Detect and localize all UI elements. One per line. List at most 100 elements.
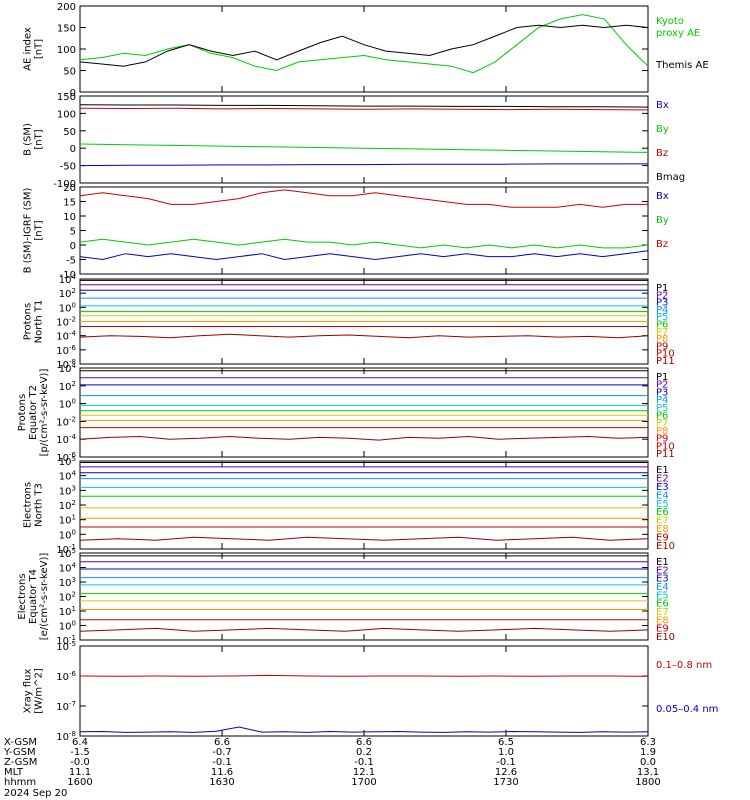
y-axis-label: [nT] bbox=[34, 39, 45, 59]
series-line bbox=[79, 104, 649, 108]
y-tick-label: 102 bbox=[59, 380, 76, 393]
legend-entry: P5 bbox=[656, 312, 668, 323]
y-tick-label: 101 bbox=[59, 605, 76, 618]
legend-entry: E1 bbox=[656, 557, 669, 568]
legend-entry: E6 bbox=[656, 599, 669, 610]
y-tick-label: 100 bbox=[59, 620, 76, 633]
legend-entry: E4 bbox=[656, 582, 669, 593]
series-line bbox=[79, 189, 648, 208]
legend-entry: P3 bbox=[656, 387, 668, 398]
x-row-value: -0.0 bbox=[70, 757, 90, 768]
legend-entry: E7 bbox=[656, 607, 669, 618]
y-tick-label: 10-5 bbox=[56, 640, 76, 653]
x-row-value: 1.0 bbox=[498, 747, 514, 758]
legend-entry: E3 bbox=[656, 574, 669, 585]
y-tick-label: 150 bbox=[57, 24, 76, 35]
x-row-value: 12.6 bbox=[495, 767, 517, 778]
x-row-value: 1700 bbox=[351, 777, 376, 788]
y-tick-label: 10-4 bbox=[56, 330, 76, 343]
legend-entry: P5 bbox=[656, 403, 668, 414]
y-axis-label: Protons bbox=[23, 303, 34, 340]
y-tick-label: 10-2 bbox=[56, 316, 76, 329]
series-line bbox=[79, 107, 649, 111]
x-row-value: 1730 bbox=[493, 777, 518, 788]
y-axis-label: Electrons bbox=[17, 573, 28, 619]
x-row-label: Z-GSM bbox=[4, 757, 37, 768]
x-axis-table: 2024 Sep 20 X-GSM 6.4 6.6 6.6 6.5 6.3 Y-GSM -1.… bbox=[3, 737, 661, 799]
legend-entry: P1 bbox=[656, 372, 668, 383]
x-row-value: 12.1 bbox=[353, 767, 375, 778]
y-tick-label: 101 bbox=[59, 514, 76, 527]
legend-entry: E10 bbox=[656, 632, 675, 643]
y-axis-label: [W/m^2] bbox=[34, 668, 45, 714]
series-line bbox=[79, 674, 649, 677]
legend-entry: P2 bbox=[656, 380, 668, 391]
y-tick-label: 10-8 bbox=[56, 730, 76, 743]
x-row-value: 6.6 bbox=[356, 737, 372, 748]
series-line bbox=[79, 435, 649, 441]
series-line bbox=[79, 536, 649, 541]
x-row-value: 11.1 bbox=[69, 767, 91, 778]
legend-entry: E3 bbox=[656, 482, 669, 493]
x-row-value: 1.9 bbox=[640, 747, 656, 758]
y-tick-label: 100 bbox=[59, 528, 76, 541]
x-row-value: 1600 bbox=[67, 777, 92, 788]
legend-entry: P4 bbox=[656, 305, 668, 316]
legend-entry: 0.1–0.8 nm bbox=[656, 660, 712, 671]
y-axis-label: AE index bbox=[23, 27, 34, 71]
x-row-label: hhmm bbox=[4, 777, 36, 788]
legend-entry: Bmag bbox=[656, 172, 685, 183]
panel-frame bbox=[79, 460, 649, 550]
x-row-value: 0.0 bbox=[640, 757, 656, 768]
x-row-value: 1630 bbox=[209, 777, 234, 788]
y-tick-label: 50 bbox=[63, 127, 76, 138]
legend-entry: E8 bbox=[656, 524, 669, 535]
legend-entry: E2 bbox=[656, 565, 669, 576]
series-line bbox=[79, 238, 649, 249]
legend-entry: E4 bbox=[656, 490, 669, 501]
legend-entry: Themis AE bbox=[655, 60, 709, 71]
y-tick-label: 10-8 bbox=[56, 358, 76, 371]
y-tick-label: 102 bbox=[59, 287, 76, 300]
y-axis-label: [p/(cm²-s-sr-keV)] bbox=[39, 369, 50, 457]
series-line bbox=[79, 14, 649, 74]
x-row-value: -1.5 bbox=[70, 747, 90, 758]
x-row-value: 1800 bbox=[635, 777, 660, 788]
y-tick-label: 10 bbox=[63, 212, 76, 223]
legend-entry: E6 bbox=[656, 507, 669, 518]
legend-entry: Kyoto bbox=[656, 16, 684, 27]
legend-entry: P11 bbox=[656, 449, 675, 460]
y-axis-label: [e/(cm²-s-sr-keV)] bbox=[39, 553, 50, 641]
legend-entry: P10 bbox=[656, 441, 675, 452]
y-axis-label: [nT] bbox=[34, 129, 45, 149]
legend-entry: 0.05–0.4 nm bbox=[656, 704, 718, 715]
y-tick-label: 103 bbox=[59, 484, 76, 497]
legend-entry: E5 bbox=[656, 590, 669, 601]
y-axis-label: Equator T4 bbox=[28, 569, 39, 624]
x-row-value: 6.5 bbox=[498, 737, 514, 748]
series-line bbox=[79, 726, 649, 733]
y-tick-label: 102 bbox=[59, 591, 76, 604]
y-axis-label: Electrons bbox=[23, 482, 34, 528]
x-row-label: X-GSM bbox=[4, 737, 37, 748]
legend-entry: E9 bbox=[656, 533, 669, 544]
legend-entry: E7 bbox=[656, 516, 669, 527]
panel-frame bbox=[79, 645, 649, 737]
y-tick-label: 10-4 bbox=[56, 433, 76, 446]
y-tick-label: 10-6 bbox=[56, 451, 76, 464]
panel-frame bbox=[79, 367, 649, 458]
y-tick-label: 100 bbox=[57, 109, 76, 120]
y-tick-label: 0 bbox=[70, 88, 76, 99]
y-tick-label: 200 bbox=[57, 2, 76, 13]
series-line bbox=[79, 250, 649, 261]
legend-entry: P11 bbox=[656, 356, 675, 367]
y-tick-label: 10-6 bbox=[56, 670, 76, 683]
y-axis-label: North T3 bbox=[34, 483, 45, 527]
panel-xray-flux: 10-5 10-6 10-7 10-8 Xray flux [W/m^2] 0.1–0.8 … bbox=[23, 640, 719, 743]
y-axis-label: [nT] bbox=[34, 220, 45, 240]
legend-entry: P6 bbox=[656, 411, 668, 422]
legend-entry: E5 bbox=[656, 499, 669, 510]
series-line bbox=[79, 143, 649, 153]
